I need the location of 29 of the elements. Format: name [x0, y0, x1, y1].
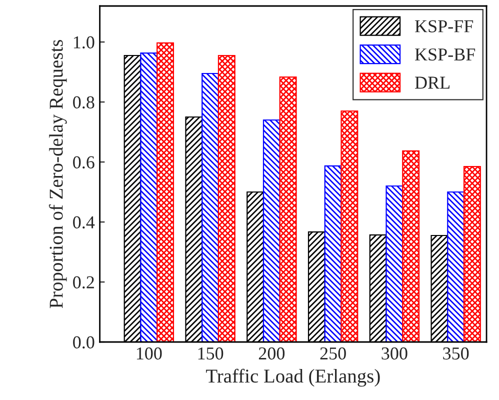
x-tick-label: 200	[258, 347, 285, 360]
bar	[140, 52, 158, 342]
legend-label: KSP-BF	[414, 48, 476, 61]
bar	[340, 110, 358, 342]
y-tick-label: 0.0	[73, 336, 94, 349]
y-tick-label: 1.0	[74, 36, 94, 49]
y-tick-label: 0.4	[73, 216, 95, 229]
bar	[279, 76, 297, 342]
legend-label: DRL	[414, 76, 450, 89]
x-axis-title: Traffic Load (Erlangs)	[206, 368, 380, 387]
bar	[324, 165, 342, 342]
bar	[202, 72, 220, 342]
bar	[402, 150, 420, 342]
x-tick-label: 250	[320, 347, 346, 360]
y-tick-label: 0.6	[73, 156, 94, 169]
bar	[386, 185, 404, 342]
x-tick-label: 300	[382, 347, 408, 360]
legend-label: KSP-FF	[414, 20, 474, 32]
y-tick-label: 0.2	[73, 276, 94, 289]
x-tick-label: 150	[198, 347, 224, 360]
y-axis-title: Proportion of Zero-delay Requests	[48, 40, 67, 308]
y-tick-label: 0.8	[73, 96, 94, 109]
x-tick-label: 350	[443, 347, 469, 360]
bar	[262, 119, 280, 342]
x-tick-label: 100	[136, 347, 162, 360]
bar	[218, 54, 236, 342]
bar	[156, 42, 174, 342]
bar	[447, 191, 465, 342]
bar	[463, 166, 481, 342]
